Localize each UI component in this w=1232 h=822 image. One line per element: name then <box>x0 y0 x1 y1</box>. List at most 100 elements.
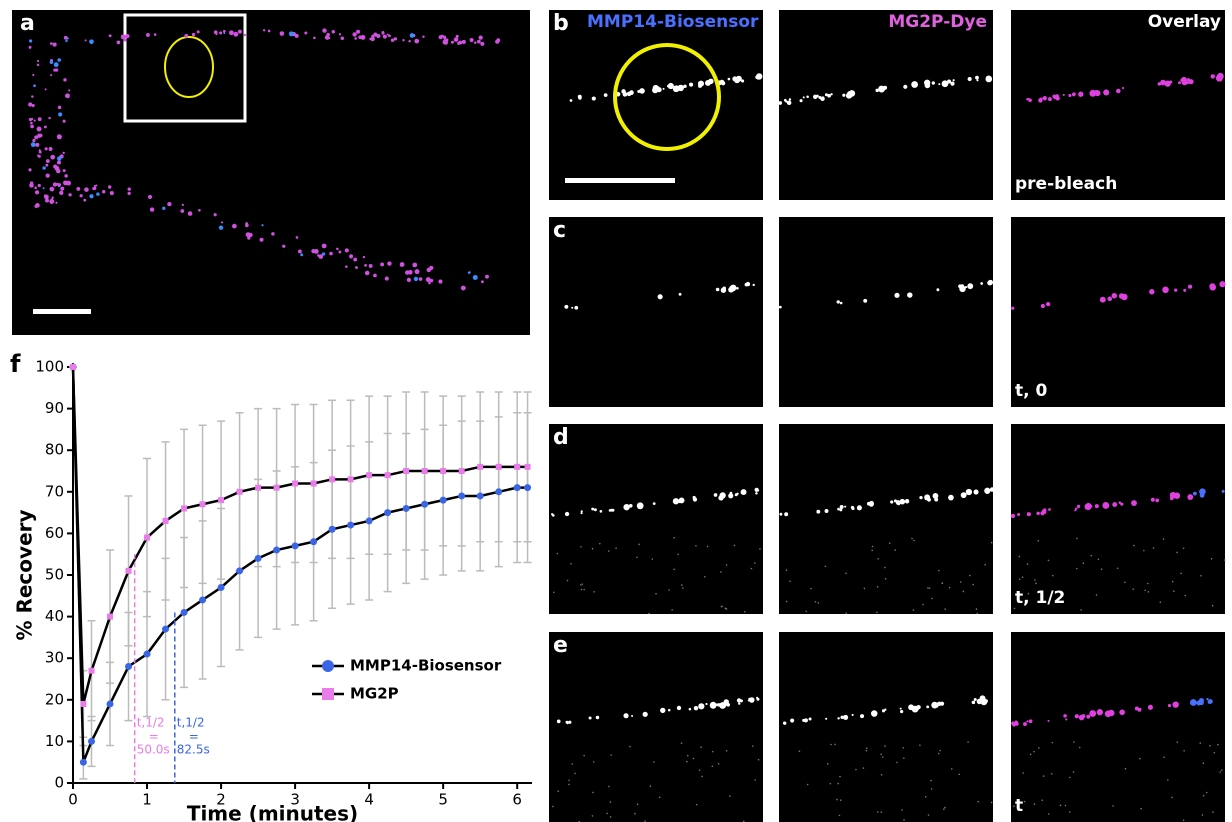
dot <box>1040 511 1045 516</box>
dot <box>261 224 264 227</box>
image-tile <box>1011 10 1225 200</box>
noise <box>566 579 569 582</box>
noise <box>836 798 838 801</box>
dot <box>899 707 902 710</box>
point <box>236 488 243 495</box>
noise <box>1219 771 1222 773</box>
point <box>524 484 532 492</box>
noise <box>754 779 757 781</box>
dot <box>1055 94 1059 98</box>
dot <box>973 489 979 495</box>
noise <box>1068 811 1071 813</box>
noise <box>1041 799 1043 802</box>
dot <box>48 147 53 151</box>
dot <box>443 37 446 40</box>
noise <box>1220 769 1223 771</box>
dot <box>608 509 612 512</box>
noise <box>871 549 873 552</box>
noise <box>574 772 576 775</box>
point <box>143 650 151 658</box>
dot <box>580 512 583 515</box>
point <box>329 476 336 483</box>
dot <box>101 189 106 194</box>
dot <box>28 168 32 172</box>
point <box>403 468 410 474</box>
half-time-value: 82.5s <box>177 743 210 757</box>
dot <box>733 76 741 84</box>
noise <box>1210 558 1213 560</box>
dot <box>322 28 327 33</box>
dot <box>802 718 806 722</box>
dot <box>321 252 326 256</box>
dot <box>1026 720 1029 723</box>
noise <box>1144 589 1146 592</box>
noise <box>888 542 891 544</box>
noise <box>1199 742 1202 744</box>
dot <box>245 232 251 238</box>
y-tick-label: 80 <box>45 441 64 459</box>
dot <box>49 42 53 45</box>
bleach-circle <box>164 36 214 98</box>
noise <box>927 586 929 589</box>
dot <box>564 511 570 517</box>
dot <box>329 251 333 256</box>
point <box>218 497 225 504</box>
noise <box>830 743 832 746</box>
dot <box>552 514 555 517</box>
noise <box>711 750 714 753</box>
noise <box>711 765 714 768</box>
dot <box>1086 714 1091 719</box>
dot <box>1078 714 1085 721</box>
dot <box>802 96 805 99</box>
noise <box>877 811 879 813</box>
half-time-label: t,1/2 <box>177 716 205 730</box>
dot <box>1157 82 1162 86</box>
dot <box>652 502 656 506</box>
noise <box>1202 794 1205 797</box>
dot <box>1039 97 1043 101</box>
dot <box>1206 698 1209 701</box>
scale-bar <box>33 309 91 314</box>
dot <box>370 36 375 42</box>
dot <box>728 493 734 499</box>
dot <box>400 264 403 267</box>
noise <box>1124 581 1126 584</box>
dot <box>1155 498 1160 503</box>
dot <box>1210 74 1215 79</box>
dot <box>198 208 201 212</box>
point <box>495 463 502 470</box>
dot <box>93 185 97 188</box>
noise <box>1176 741 1179 743</box>
noise <box>1202 762 1205 765</box>
dot <box>1112 502 1118 508</box>
dot <box>127 187 131 191</box>
dot <box>336 247 339 251</box>
dot <box>120 34 126 40</box>
noise <box>568 783 570 786</box>
noise <box>1171 796 1173 799</box>
noise <box>571 763 574 765</box>
noise <box>863 587 866 590</box>
dot <box>937 701 942 706</box>
noise <box>673 568 675 571</box>
dot <box>1089 89 1097 97</box>
dot <box>356 29 361 34</box>
dot <box>340 36 345 41</box>
dot <box>639 88 645 94</box>
dot <box>984 487 991 494</box>
time-caption: t, 1/2 <box>1015 588 1065 608</box>
channel-label: MG2P-Dye <box>888 12 987 32</box>
point <box>458 492 466 500</box>
noise <box>894 549 896 551</box>
dot <box>76 186 81 191</box>
dot <box>667 84 670 88</box>
noise <box>1033 750 1035 753</box>
dot <box>1150 497 1155 502</box>
x-tick-label: 2 <box>216 791 226 809</box>
dot <box>84 187 89 192</box>
dot <box>1048 508 1051 511</box>
noise <box>557 790 560 792</box>
noise <box>608 785 610 788</box>
noise <box>919 744 921 746</box>
dot <box>28 102 33 107</box>
